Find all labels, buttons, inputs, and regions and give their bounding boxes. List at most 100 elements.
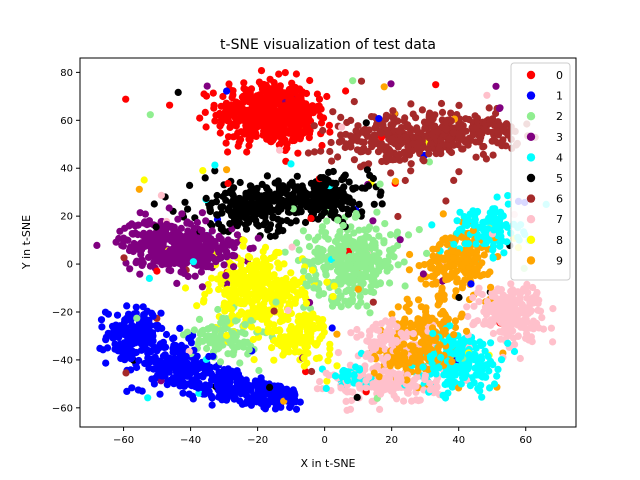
point-class-1: [166, 365, 174, 373]
point-class-5: [213, 191, 221, 200]
point-class-6: [421, 124, 429, 132]
point-class-0: [240, 79, 248, 87]
point-class-2: [214, 305, 222, 314]
point-class-9: [425, 316, 434, 324]
x-tick-label: −20: [247, 435, 268, 446]
point-class-1: [102, 336, 110, 344]
point-class-5: [266, 383, 274, 391]
x-tick-label: 40: [452, 435, 465, 446]
point-class-4: [482, 373, 490, 381]
point-class-4: [479, 232, 487, 241]
point-class-2: [349, 77, 357, 85]
point-class-8: [201, 290, 209, 298]
point-class-0: [302, 368, 310, 376]
point-class-8: [325, 351, 334, 359]
point-class-7: [363, 337, 371, 345]
x-tick-label: −40: [180, 435, 201, 446]
point-class-4: [428, 221, 436, 229]
point-class-6: [342, 140, 350, 148]
point-class-3: [200, 257, 208, 265]
point-class-1: [134, 386, 142, 394]
point-class-1: [151, 358, 159, 366]
point-class-3: [136, 209, 144, 217]
point-class-1: [286, 403, 294, 412]
point-class-6: [458, 145, 466, 153]
point-class-6: [421, 132, 429, 140]
point-class-5: [321, 181, 329, 190]
point-class-3: [115, 234, 123, 243]
point-class-2: [190, 326, 198, 334]
point-class-9: [426, 345, 434, 353]
point-class-6: [465, 134, 473, 142]
point-class-1: [291, 395, 299, 403]
point-class-7: [536, 307, 545, 315]
point-class-6: [442, 124, 450, 132]
point-class-8: [330, 282, 338, 290]
point-class-6: [329, 108, 337, 116]
point-class-9: [461, 276, 469, 284]
point-class-1: [199, 371, 207, 379]
point-class-7: [516, 354, 524, 363]
point-class-7: [529, 325, 538, 333]
point-class-9: [422, 308, 430, 316]
point-class-9: [386, 362, 394, 370]
point-class-8: [274, 283, 282, 291]
point-class-1: [254, 378, 262, 386]
point-class-2: [333, 246, 342, 254]
point-class-0: [306, 76, 314, 85]
point-class-1: [98, 323, 106, 331]
point-class-2: [195, 315, 204, 323]
point-class-5: [347, 199, 355, 207]
point-class-0: [240, 129, 248, 137]
point-class-2: [362, 258, 370, 266]
point-class-3: [223, 253, 231, 261]
point-class-6: [334, 153, 342, 161]
x-tick-label: 60: [519, 435, 532, 446]
point-class-7: [347, 329, 355, 337]
point-class-6: [370, 135, 378, 143]
point-class-2: [348, 298, 356, 306]
point-class-2: [306, 304, 315, 313]
point-class-2: [328, 302, 337, 310]
point-class-6: [395, 150, 403, 159]
point-class-2: [305, 258, 313, 266]
point-class-1: [127, 355, 135, 363]
point-class-5: [242, 191, 250, 200]
point-class-1: [328, 324, 336, 332]
point-class-1: [212, 363, 220, 371]
point-class-0: [265, 84, 273, 92]
point-class-4: [453, 229, 461, 237]
point-class-2: [207, 338, 215, 347]
point-class-2: [376, 180, 384, 188]
point-class-1: [128, 384, 136, 392]
point-class-3: [219, 243, 227, 251]
point-class-8: [242, 297, 250, 305]
point-class-8: [239, 242, 247, 250]
point-class-2: [245, 346, 253, 354]
point-class-0: [231, 101, 239, 109]
point-class-3: [188, 236, 196, 244]
point-class-6: [357, 77, 366, 85]
point-class-5: [344, 210, 353, 218]
point-class-7: [519, 321, 527, 329]
point-class-4: [472, 240, 480, 248]
point-class-4: [476, 387, 484, 395]
point-class-6: [317, 147, 325, 155]
point-class-4: [457, 341, 465, 349]
point-class-0: [235, 138, 243, 147]
point-class-8: [249, 335, 257, 344]
point-class-5: [263, 185, 271, 193]
point-class-9: [422, 280, 430, 288]
point-class-8: [221, 307, 229, 315]
point-class-2: [356, 293, 364, 301]
point-class-6: [350, 156, 358, 164]
y-tick-label: −20: [52, 307, 73, 318]
point-class-3: [146, 229, 154, 237]
point-class-5: [321, 208, 329, 216]
point-class-8: [300, 362, 308, 370]
point-class-1: [170, 334, 178, 342]
point-class-9: [471, 265, 479, 273]
point-class-0: [342, 87, 350, 95]
point-class-7: [464, 312, 472, 321]
point-class-2: [305, 242, 314, 251]
